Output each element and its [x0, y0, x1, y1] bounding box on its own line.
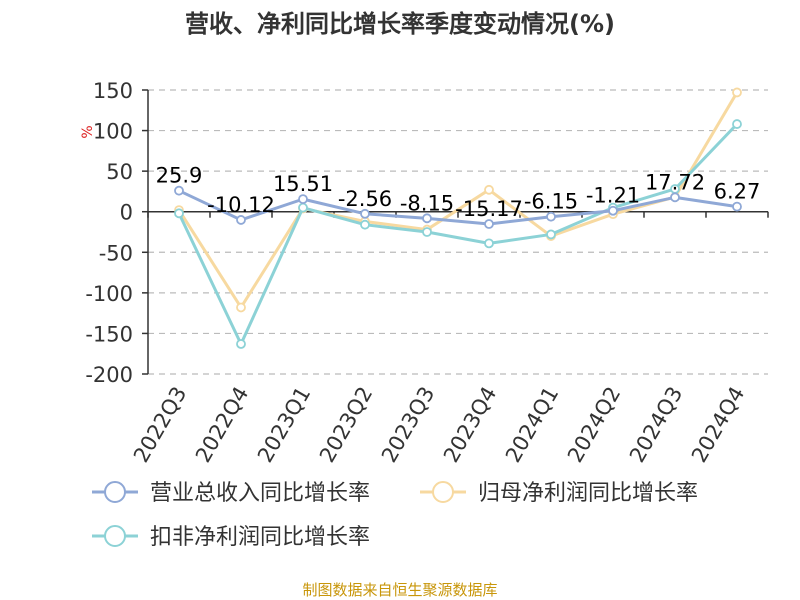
y-tick-label: -50	[99, 241, 133, 265]
x-tick-label: 2024Q2	[563, 383, 625, 467]
data-label: -15.17	[455, 197, 523, 221]
y-tick-label: -100	[85, 282, 133, 306]
y-axis-label: %	[80, 125, 96, 138]
y-tick-label: 50	[106, 160, 133, 184]
data-label: 6.27	[714, 180, 761, 204]
y-tick-label: 100	[93, 120, 133, 144]
data-point	[298, 194, 308, 205]
chart-title: 营收、净利同比增长率季度变动情况(%)	[185, 10, 615, 38]
data-point	[484, 184, 494, 195]
y-ticks: 150 100 50 0 -50 -100 -150 -200	[85, 79, 133, 387]
series-line	[177, 123, 739, 346]
y-tick-label: -150	[85, 322, 133, 346]
data-point	[174, 208, 184, 219]
legend-swatch-marker	[432, 481, 454, 503]
legend-label: 扣非净利润同比增长率	[150, 525, 370, 550]
data-label: -8.15	[400, 191, 454, 215]
y-tick-label: -200	[85, 363, 133, 387]
data-label: -2.56	[338, 187, 392, 211]
x-tick-label: 2023Q3	[377, 383, 439, 467]
data-label: -10.12	[207, 193, 275, 217]
data-point	[236, 339, 246, 349]
legend-label: 营业总收入同比增长率	[150, 481, 370, 506]
data-point	[546, 229, 556, 240]
series-group	[174, 87, 742, 349]
legend-label: 归母净利润同比增长率	[478, 481, 698, 506]
legend-swatch-marker	[104, 481, 126, 503]
data-label: 25.9	[156, 164, 203, 188]
x-tick-label: 2022Q3	[129, 383, 191, 467]
y-tick-label: 0	[120, 201, 133, 225]
x-tick-label: 2023Q1	[253, 383, 315, 467]
legend-swatch-marker	[104, 525, 126, 547]
data-point	[174, 185, 184, 196]
data-point	[236, 302, 246, 313]
data-point	[732, 119, 742, 129]
data-point	[360, 208, 370, 219]
x-tick-label: 2022Q4	[191, 383, 253, 467]
data-point	[484, 219, 494, 229]
series-line	[177, 91, 739, 309]
data-point	[546, 211, 556, 222]
data-point	[732, 201, 742, 212]
data-point	[298, 202, 308, 213]
data-point	[236, 215, 246, 225]
x-ticks: 2022Q3 2022Q4 2023Q1 2023Q2 2023Q3 2023Q4 2024…	[129, 383, 749, 467]
x-tick-label: 2024Q1	[501, 383, 563, 467]
data-point	[422, 213, 432, 224]
source-note: 制图数据来自恒生聚源数据库	[302, 581, 497, 599]
x-tick-label: 2024Q3	[625, 383, 687, 467]
data-point	[422, 227, 432, 237]
y-tick-label: 150	[93, 79, 133, 103]
x-tick-label: 2023Q4	[439, 383, 501, 467]
x-tick-label: 2024Q4	[687, 383, 749, 467]
data-point	[360, 219, 370, 230]
x-tick-label: 2023Q2	[315, 383, 377, 467]
data-label: 17.72	[645, 170, 705, 194]
data-point	[670, 192, 680, 203]
series-line	[178, 189, 738, 226]
data-label: 15.51	[273, 172, 333, 196]
data-label: -6.15	[524, 190, 578, 214]
grid	[148, 89, 768, 375]
data-label: -1.21	[586, 184, 640, 208]
data-point	[732, 87, 742, 98]
data-point	[484, 238, 494, 249]
data-point	[608, 205, 618, 216]
